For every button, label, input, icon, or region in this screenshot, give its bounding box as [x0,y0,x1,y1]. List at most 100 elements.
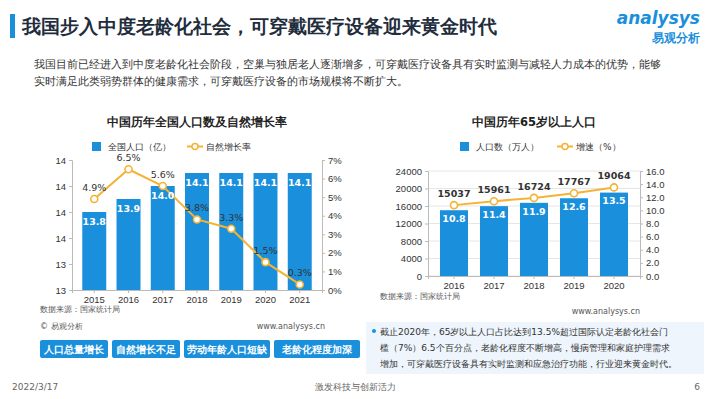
x-tick-mark [534,276,535,279]
x-tick-mark [265,290,266,293]
x-tick-label: 2020 [255,294,276,305]
x-tick: 2016 [443,276,464,291]
y-tick-label: 8000 [401,236,422,247]
y2-axis: 0%1%2%3%4%5%6%7% [322,155,342,296]
y-axis: 04000800012000160002000024000 [396,166,429,282]
y2-tick-mark [640,237,643,238]
intro-line: 实时满足此类弱势群体的健康需求，可穿戴医疗设备的市场规模将不断扩大。 [34,75,408,87]
x-tick-label: 2021 [289,294,310,305]
legend-label: 全国人口（亿） [108,142,171,152]
line-label: 10.8 [442,213,466,224]
chart-title: 中国历年全国人口数及自然增长率 [107,115,287,129]
bar-label: 16724 [517,181,550,192]
x-tick-mark [614,276,615,279]
bar [219,173,243,290]
y-tick-mark [425,276,428,277]
bar [185,173,209,290]
y-tick-label: 24000 [396,166,422,177]
title-accent [10,14,15,38]
legend: 全国人口（亿）自然增长率 [92,142,251,152]
note-line: 截止2020年，65岁以上人口占比达到13.5%超过国际认定老龄化社会门 [380,327,668,337]
x-tick-mark [231,290,232,293]
note-bullet [372,329,376,333]
background [0,0,710,399]
y-tick: 14 [55,233,72,244]
y-tick: 16000 [396,201,428,212]
bar [254,173,278,290]
x-tick-mark [94,290,95,293]
axis-line [425,172,429,277]
axis-line [641,172,644,277]
y2-tick-label: 12.0 [646,192,665,203]
y2-tick-label: 7% [328,155,342,166]
chart-title: 中国历年65岁以上人口 [472,115,596,129]
data-labels: 13.813.914.014.114.114.114.14.9%6.5%5.6%… [82,152,312,278]
y2-tick-label: 5% [328,192,342,203]
y-tick-mark [425,259,428,260]
x-tick-label: 2015 [84,294,105,305]
x-tick-label: 2016 [443,280,464,291]
bar-label: 13.8 [83,216,107,227]
y2-tick-label: 0% [328,285,342,296]
y2-tick-mark [322,216,325,217]
tag-label: 老龄化程度加深 [281,344,353,355]
line-label: 4.9% [82,182,106,193]
note-box [366,322,704,374]
y2-tick: 4% [322,210,342,221]
y2-tick: 14.0 [640,179,665,190]
y2-tick: 5% [322,192,342,203]
y2-tick-mark [640,250,643,251]
x-tick: 2021 [289,290,310,305]
line-label: 13.5 [602,195,625,206]
y-tick: 0 [417,271,428,282]
slide: 我国步入中度老龄化社会，可穿戴医疗设备迎来黄金时代analysys易观分析我国目… [0,0,710,399]
y2-tick-label: 14.0 [646,179,665,190]
bar [560,198,588,276]
y2-tick-mark [322,253,325,254]
line-marker [125,166,132,173]
y2-tick-mark [640,276,643,277]
x-tick-label: 2019 [563,280,584,291]
y2-tick: 16.0 [640,166,665,177]
x-tick-label: 2017 [483,280,504,291]
y2-tick: 6.0 [640,231,659,242]
y2-tick-label: 10.0 [646,205,665,216]
y2-tick: 3% [322,229,342,240]
x-tick-label: 2019 [221,294,242,305]
tag-label: 人口总量增长 [43,344,105,355]
y-tick-mark [69,186,72,187]
y-tick: 24000 [396,166,428,177]
plot-area [82,166,311,290]
tag-box [274,340,360,358]
y2-tick-mark [322,271,325,272]
tag-label: 自然增长不足 [116,344,176,355]
y2-tick-label: 3% [328,229,342,240]
y-tick: 13 [55,259,72,270]
axis-line [73,291,323,294]
page-number: 6 [694,382,700,392]
y2-tick-label: 2% [328,247,342,258]
y2-tick: 2.0 [640,257,659,268]
tag-box [184,340,270,358]
x-tick: 2016 [118,290,139,305]
line [94,169,299,284]
y-tick-label: 4000 [401,253,422,264]
y-tick-mark [69,290,72,291]
y-axis: 131314141414 [55,155,72,296]
bar-label: 14.0 [151,190,175,201]
x-tick-label: 2018 [523,280,544,291]
line-marker [296,281,303,288]
line-label: 0.3% [288,267,312,278]
legend-swatch [460,142,469,151]
x-tick-label: 2020 [603,280,624,291]
x-tick-mark [574,276,575,279]
y2-tick-mark [322,179,325,180]
y-tick: 8000 [401,236,428,247]
y-tick-label: 13 [55,285,66,296]
x-tick: 2018 [186,290,207,305]
source-text: www.analysys.cn [572,307,640,316]
y2-tick-mark [322,197,325,198]
y2-tick: 10.0 [640,205,665,216]
y2-tick: 6% [322,173,342,184]
x-tick: 2015 [84,290,105,305]
